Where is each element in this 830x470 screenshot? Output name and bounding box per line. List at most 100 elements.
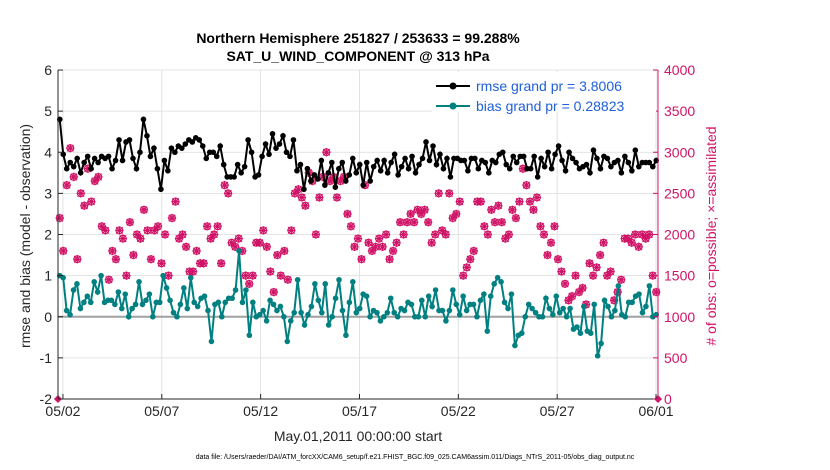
rmse-point bbox=[276, 141, 283, 147]
rmse-point bbox=[622, 153, 628, 160]
rmse-point bbox=[472, 155, 478, 162]
bias-point bbox=[346, 299, 353, 306]
obs-assimilated-marker bbox=[462, 263, 471, 272]
obs-assimilated-marker bbox=[315, 193, 324, 202]
rmse-line bbox=[58, 119, 658, 190]
bias-point bbox=[256, 311, 263, 318]
obs-assimilated-marker bbox=[399, 230, 408, 239]
bias-point bbox=[181, 285, 187, 291]
rmse-point bbox=[262, 141, 269, 147]
rmse-point bbox=[590, 147, 597, 153]
rmse-point bbox=[137, 149, 143, 156]
bias-point bbox=[156, 299, 163, 306]
bias-point bbox=[636, 291, 642, 297]
rmse-point bbox=[154, 165, 161, 172]
rmse-point bbox=[391, 151, 398, 158]
rmse-point bbox=[349, 155, 356, 162]
obs-assimilated-marker bbox=[480, 222, 489, 231]
obs-assimilated-marker bbox=[406, 209, 415, 219]
obs-assimilated-marker bbox=[297, 193, 307, 202]
rmse-point bbox=[116, 137, 122, 143]
y-left-tick-label: 0 bbox=[44, 309, 52, 325]
rmse-point bbox=[615, 157, 621, 164]
rmse-point bbox=[367, 178, 374, 184]
obs-assimilated-marker bbox=[381, 230, 391, 239]
rmse-point bbox=[569, 155, 576, 162]
obs-assimilated-marker bbox=[160, 230, 170, 239]
rmse-point bbox=[562, 167, 569, 174]
rmse-point bbox=[433, 161, 440, 168]
obs-assimilated-marker bbox=[609, 296, 619, 305]
obs-assimilated-marker bbox=[553, 255, 563, 264]
bias-point bbox=[125, 313, 132, 320]
bias-point bbox=[418, 297, 425, 304]
rmse-point bbox=[426, 157, 433, 164]
y-left-tick-label: 2 bbox=[44, 227, 52, 243]
rmse-point bbox=[210, 149, 217, 156]
rmse-point bbox=[353, 170, 360, 176]
rmse-point bbox=[363, 159, 370, 166]
rmse-point bbox=[158, 186, 164, 193]
bias-point bbox=[150, 313, 156, 320]
rmse-point bbox=[255, 172, 262, 178]
bias-point bbox=[505, 305, 511, 312]
bias-point bbox=[191, 299, 198, 306]
bias-point bbox=[622, 313, 629, 320]
bias-point bbox=[315, 297, 322, 304]
rmse-point bbox=[126, 137, 133, 143]
bias-point bbox=[387, 295, 394, 302]
bias-point bbox=[243, 287, 249, 293]
bias-point bbox=[550, 311, 556, 318]
obs-assimilated-marker bbox=[420, 205, 429, 214]
chart-title-line2: SAT_U_WIND_COMPONENT @ 313 hPa bbox=[226, 48, 489, 64]
bias-point bbox=[553, 293, 560, 299]
rmse-point bbox=[91, 155, 98, 162]
rmse-point bbox=[238, 170, 244, 176]
rmse-point bbox=[342, 178, 349, 184]
obs-assimilated-marker bbox=[322, 148, 331, 157]
rmse-point bbox=[520, 153, 527, 160]
rmse-point bbox=[84, 153, 91, 160]
x-tick-label: 05/27 bbox=[540, 403, 575, 419]
obs-assimilated-marker bbox=[624, 234, 633, 243]
rmse-point bbox=[336, 165, 342, 172]
bias-point bbox=[63, 307, 70, 314]
bias-point bbox=[353, 309, 360, 316]
obs-assimilated-marker bbox=[283, 275, 292, 284]
rmse-point bbox=[395, 172, 401, 178]
obs-assimilated-marker bbox=[115, 226, 124, 235]
obs-assimilated-marker bbox=[255, 238, 264, 247]
rmse-point bbox=[81, 159, 87, 166]
bias-point bbox=[591, 301, 598, 308]
bias-point bbox=[460, 293, 466, 299]
rmse-point bbox=[440, 165, 447, 172]
obs-assimilated-marker bbox=[501, 234, 510, 243]
y-axis-label-left: rmse and bias (model - observation) bbox=[17, 124, 33, 348]
rmse-point bbox=[63, 165, 70, 172]
bias-point bbox=[94, 289, 101, 295]
obs-assimilated-marker bbox=[522, 180, 531, 190]
y-right-tick-label: 3000 bbox=[664, 144, 695, 160]
bias-point bbox=[136, 278, 142, 285]
obs-assimilated-marker bbox=[434, 189, 443, 198]
obs-assimilated-marker bbox=[574, 287, 584, 297]
obs-assimilated-marker bbox=[343, 209, 352, 219]
bias-point bbox=[294, 276, 301, 283]
bias-point bbox=[263, 318, 270, 324]
rmse-point bbox=[618, 170, 625, 176]
rmse-point bbox=[559, 157, 565, 164]
rmse-point bbox=[119, 157, 126, 164]
bias-point bbox=[305, 311, 311, 318]
bias-point bbox=[605, 303, 611, 310]
bias-point bbox=[608, 313, 615, 320]
rmse-point bbox=[60, 151, 67, 158]
obs-assimilated-marker bbox=[73, 255, 82, 264]
y-right-tick-label: 1500 bbox=[664, 268, 695, 284]
bias-point bbox=[487, 293, 494, 299]
rmse-point bbox=[95, 159, 101, 166]
rmse-point bbox=[437, 151, 443, 158]
bias-point bbox=[325, 322, 332, 328]
rmse-point bbox=[199, 143, 206, 149]
rmse-point bbox=[398, 163, 405, 170]
obs-assimilated-marker bbox=[592, 263, 601, 272]
